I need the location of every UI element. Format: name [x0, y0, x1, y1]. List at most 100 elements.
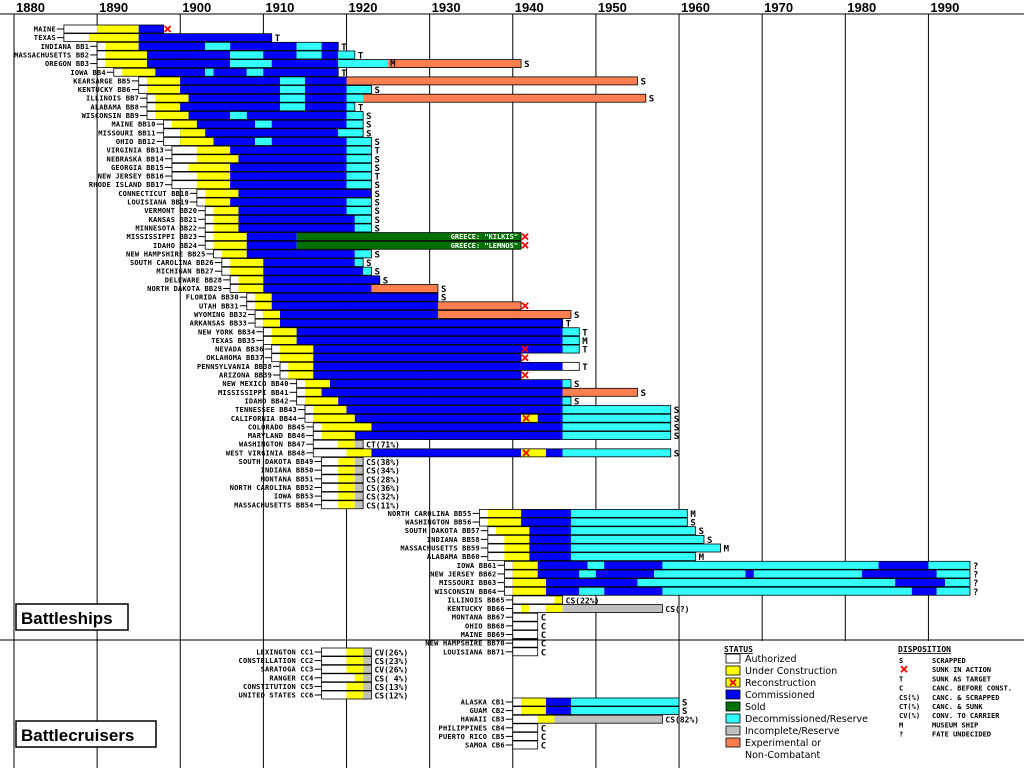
ship-row-ohio-bb12: OHIO BB12 S	[116, 137, 380, 148]
row-outline	[321, 682, 372, 691]
ship-name: RANGER CC4	[269, 674, 313, 682]
segment-a	[512, 741, 538, 749]
legend-disposition-scrapped: S SCRAPPED	[899, 657, 966, 665]
segment-a	[313, 448, 347, 457]
ship-name: MISSISSIPPI BB41	[218, 389, 289, 397]
segment-i	[354, 474, 364, 483]
tick-label-1960: 1960	[681, 0, 710, 15]
ship-row-north-carolina-bb55: NORTH CAROLINA BB55 M	[388, 508, 696, 520]
ship-name: PHILIPPINES CB4	[439, 724, 505, 732]
disposition-mark: S	[374, 268, 379, 278]
disposition-note: CS(22%)	[566, 596, 600, 605]
segment-a	[296, 379, 305, 388]
section-label-battlecruisers: Battlecruisers	[21, 726, 134, 745]
segment-c	[238, 189, 372, 198]
segment-d	[346, 94, 364, 103]
row-outline	[512, 647, 539, 657]
segment-d	[570, 535, 704, 544]
segment-c	[271, 293, 438, 302]
segment-d	[346, 206, 372, 215]
ship-name: RHODE ISLAND BB17	[89, 181, 164, 189]
ship-row-florida-bb30: FLORIDA BB30 S	[186, 292, 446, 304]
segment-u	[105, 42, 139, 51]
row-outline	[229, 275, 381, 285]
ship-name: SARATOGA CC3	[261, 666, 314, 674]
ship-row-indiana-bb1: INDIANA BB1 T	[41, 41, 347, 53]
ship-row-washington-bb47: WASHINGTON BB47 CT(71%)	[239, 439, 400, 450]
disposition-mark: S	[374, 138, 379, 148]
ship-name: INDIANA BB50	[261, 467, 314, 475]
legend-swatch	[725, 713, 741, 724]
year-tick-labels: 1880 1890 1900 1910 1920 1930 1940 1950 1960 1970…	[16, 0, 959, 15]
row-outline	[204, 240, 522, 250]
ship-row-new-jersey-bb62: NEW JERSEY BB62?	[430, 569, 978, 580]
segment-a	[205, 206, 214, 215]
ship-row-puerto-rico-cb5: PUERTO RICO CB5 C	[439, 732, 546, 743]
row-outline	[312, 431, 672, 440]
ship-row-indiana-bb58: INDIANA BB58 S	[427, 534, 712, 546]
row-outline	[304, 413, 672, 423]
segment-a	[512, 639, 538, 648]
segment-a	[196, 189, 206, 198]
ship-name: NEW MEXICO BB40	[222, 380, 288, 388]
ship-name: MARYLAND BB46	[248, 432, 305, 440]
segment-c	[354, 414, 522, 423]
segment-u	[155, 94, 189, 103]
legend-swatch	[725, 701, 741, 712]
segment-c	[138, 33, 272, 42]
disposition-mark: T	[582, 346, 588, 356]
segment-a	[487, 544, 505, 552]
legend-label-cont: Non-Combatant	[745, 750, 820, 761]
segment-c	[371, 448, 522, 457]
segment-sold	[296, 232, 522, 241]
segment-a	[246, 301, 256, 310]
disposition-mark: C	[541, 631, 546, 641]
segment-u	[280, 345, 314, 354]
segment-d	[562, 405, 671, 414]
segment-d	[346, 111, 364, 120]
legend-disposition-museum-ship: M MUSEUM SHIP	[899, 721, 978, 729]
ship-name: SOUTH DAKOTA BB49	[239, 458, 314, 466]
segment-d	[280, 85, 305, 94]
legend-symbol: M	[899, 721, 903, 729]
disposition-mark: C	[541, 742, 546, 752]
disposition-mark: S	[574, 311, 579, 321]
row-outline	[504, 569, 971, 579]
segment-c	[155, 68, 206, 77]
segment-r	[521, 448, 547, 457]
ship-row-montana-bb67: MONTANA BB67 C	[452, 612, 546, 624]
segment-c	[529, 544, 571, 552]
ship-row-massachusetts-bb54: MASSACHUSETTS BB54 CS(11%)	[234, 500, 400, 510]
ship-name: OHIO BB68	[465, 622, 505, 630]
row-outline	[204, 223, 372, 233]
legend-disposition-label: FATE UNDECIDED	[932, 731, 991, 739]
section-label-battleships: Battleships	[21, 609, 113, 628]
disposition-note: CV(26%)	[374, 666, 408, 675]
ship-row-indiana-bb50: INDIANA BB50 CS(34%)	[261, 465, 400, 476]
segment-c	[188, 94, 281, 103]
ship-row-wisconsin-bb64: WISCONSIN BB64?	[435, 586, 978, 598]
segment-r	[521, 414, 538, 423]
legend-label: Reconstruction	[745, 678, 816, 689]
reconstruction-mark	[522, 414, 530, 422]
disposition-mark: T	[358, 51, 364, 61]
ship-row-california-bb44: CALIFORNIA BB44 S	[231, 413, 679, 425]
row-outline	[321, 457, 364, 466]
segment-c	[246, 232, 297, 241]
segment-c	[230, 198, 347, 206]
segment-c	[521, 509, 571, 518]
segment-a	[321, 474, 339, 483]
segment-d	[662, 587, 912, 596]
disposition-mark: S	[383, 276, 388, 286]
segment-d	[562, 327, 580, 336]
segment-i	[363, 682, 372, 691]
segment-c	[304, 102, 347, 111]
ship-row-new-hampshire-bb25: NEW HAMPSHIRE BB25 S	[126, 249, 380, 260]
row-outline	[321, 673, 372, 683]
segment-a	[271, 353, 281, 362]
segment-a	[529, 604, 547, 613]
segment-d	[346, 180, 372, 189]
disposition-mark: S	[674, 432, 679, 442]
ship-row-united-states-cc6: UNITED STATES CC6 CS(12%)	[239, 690, 408, 701]
ship-row-iowa-bb53: IOWA BB53 CS(32%)	[274, 491, 400, 502]
